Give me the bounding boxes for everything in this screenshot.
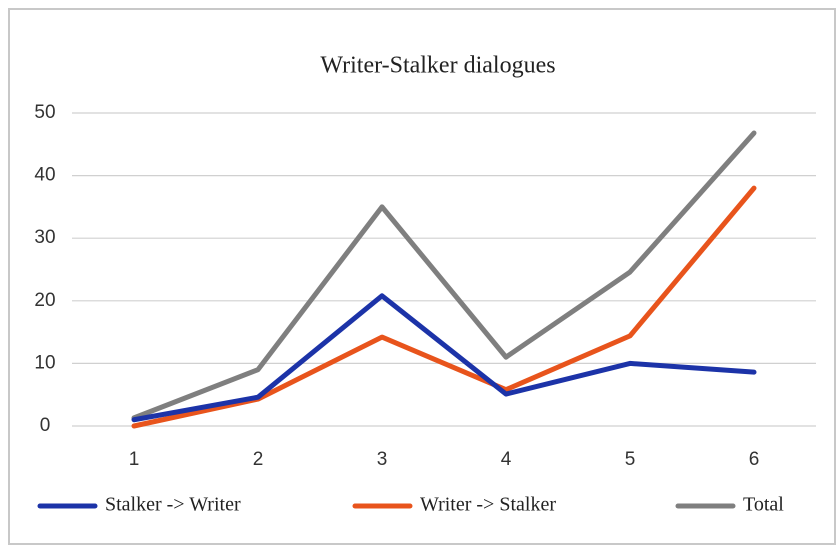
y-tick-label: 0	[40, 415, 51, 436]
legend-label: Stalker -> Writer	[105, 494, 241, 516]
data-line	[131, 130, 757, 421]
y-tick-label: 50	[34, 102, 55, 123]
y-tick-label: 10	[34, 352, 55, 373]
y-tick-label: 30	[34, 227, 55, 248]
chart-frame	[8, 8, 836, 545]
legend-label: Total	[743, 494, 784, 516]
x-tick-label: 2	[253, 449, 264, 470]
y-tick-label: 40	[34, 165, 55, 186]
y-tick-label: 20	[34, 290, 55, 311]
legend-label: Writer -> Stalker	[420, 494, 556, 516]
chart-title: Writer-Stalker dialogues	[320, 53, 555, 79]
x-tick-label: 4	[501, 449, 512, 470]
data-line	[131, 293, 757, 423]
x-tick-label: 3	[377, 449, 388, 470]
x-tick-label: 1	[129, 449, 140, 470]
x-tick-label: 5	[625, 449, 636, 470]
x-tick-label: 6	[749, 449, 760, 470]
data-line	[131, 185, 757, 429]
